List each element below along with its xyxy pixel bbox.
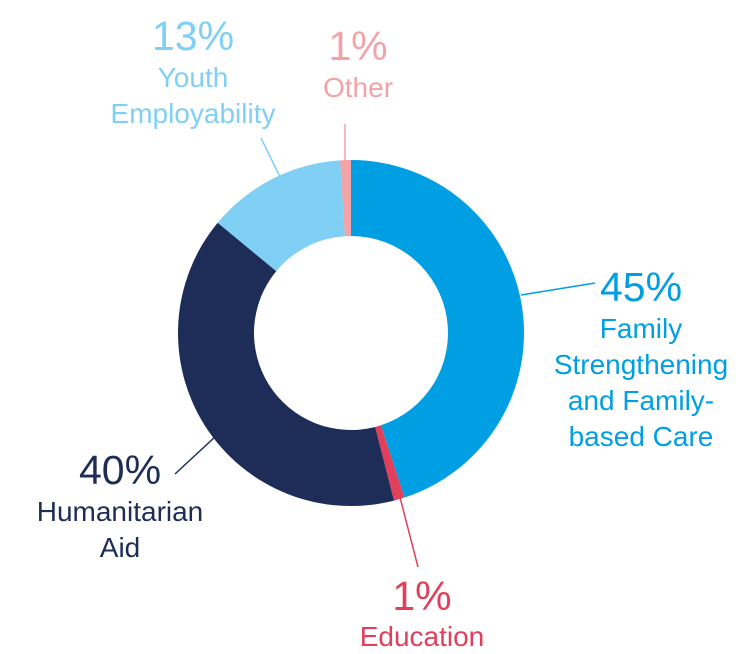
category-label-youth-employability-line-1: Youth (158, 62, 229, 93)
percent-label-family-strengthening-and-family-based-care: 45% (600, 264, 682, 310)
category-label-family-strengthening-and-family-based-care-line-2: Strengthening (554, 349, 728, 380)
leader-line-family-strengthening-and-family-based-care (520, 282, 596, 296)
category-label-family-strengthening-and-family-based-care-line-3: and Family- (568, 385, 714, 416)
leader-line-humanitarian-aid (174, 422, 231, 475)
percent-label-other: 1% (328, 23, 387, 69)
category-label-other-line-1: Other (323, 72, 393, 103)
category-label-family-strengthening-and-family-based-care-line-1: Family (600, 313, 682, 344)
leader-line-youth-employability (260, 137, 282, 180)
slice-education (375, 425, 405, 501)
category-label-humanitarian-aid-line-1: Humanitarian (37, 496, 204, 527)
slice-other (340, 160, 351, 237)
percent-label-youth-employability: 13% (152, 13, 234, 59)
category-label-family-strengthening-and-family-based-care-line-4: based Care (569, 421, 714, 452)
percent-label-education: 1% (392, 573, 451, 619)
category-label-youth-employability-line-2: Employability (111, 98, 276, 129)
percent-label-humanitarian-aid: 40% (79, 447, 161, 493)
slice-humanitarian-aid (177, 222, 395, 506)
category-label-humanitarian-aid-line-2: Aid (100, 532, 140, 563)
slice-youth-employability (217, 160, 345, 272)
leader-line-education (395, 481, 419, 568)
category-label-education-line-1: Education (360, 621, 485, 649)
leader-lines-layer (174, 124, 596, 568)
labels-layer: 45%Family Strengthening and Family-based C… (37, 13, 728, 652)
slice-family-strengthening-and-family-based-care (351, 160, 524, 498)
slices-layer (177, 160, 524, 506)
